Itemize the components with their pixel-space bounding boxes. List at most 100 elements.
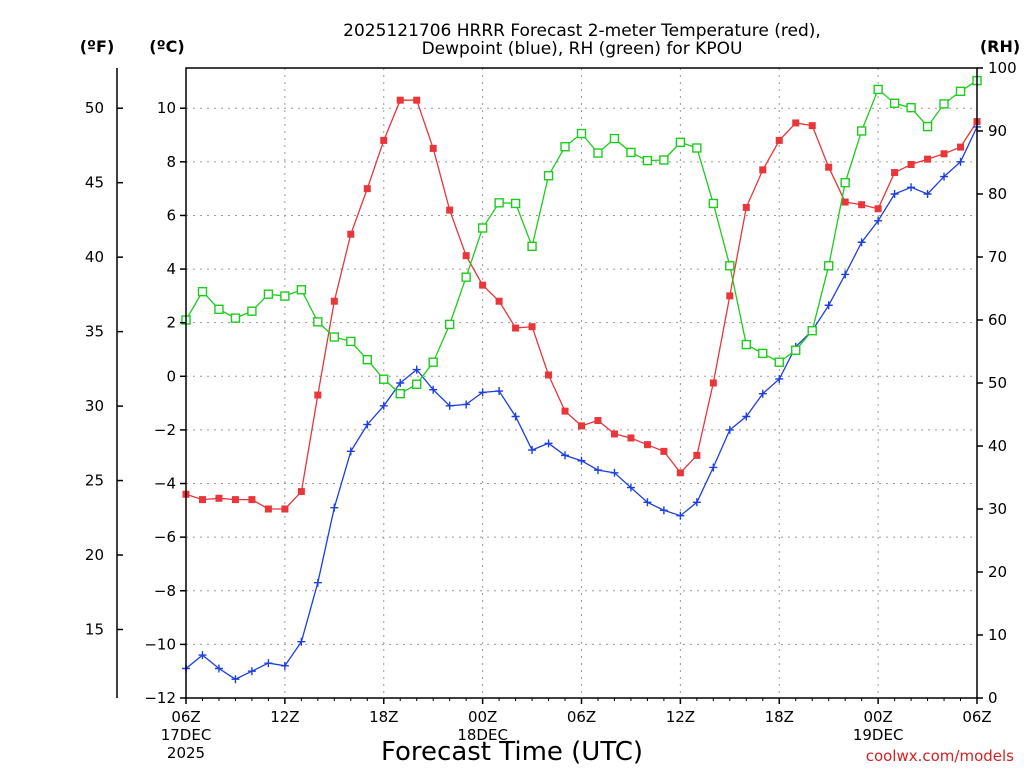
- dewpoint-point: [561, 451, 570, 460]
- fahrenheit-tick-label: 20: [85, 546, 104, 564]
- rh-point: [922, 121, 933, 132]
- rh-point: [263, 289, 274, 299]
- temperature-point: [841, 198, 849, 206]
- temperature-series: [182, 96, 981, 513]
- rh-point: [774, 357, 784, 367]
- x-axis-title: Forecast Time (UTC): [381, 737, 643, 767]
- temperature-point: [940, 150, 948, 158]
- temperature-point: [380, 136, 388, 144]
- rh-point: [428, 357, 438, 367]
- fahrenheit-tick-label: 50: [85, 99, 104, 117]
- rh-point: [906, 102, 916, 113]
- dewpoint-point: [923, 190, 932, 198]
- rh-point: [791, 345, 801, 355]
- x-date-label: 19DEC: [853, 726, 904, 744]
- rh-point: [840, 177, 850, 188]
- dewpoint-point: [264, 659, 273, 668]
- rh-point: [725, 261, 735, 271]
- chart-title-line1: 2025121706 HRRR Forecast 2-meter Tempera…: [343, 21, 821, 41]
- fahrenheit-tick-label: 40: [85, 248, 104, 266]
- rh-point: [593, 148, 603, 158]
- credit-text: coolwx.com/models: [866, 747, 1014, 765]
- temperature-point: [759, 166, 767, 174]
- rh-point: [494, 198, 504, 208]
- dewpoint-point: [643, 498, 652, 507]
- temperature-point: [907, 161, 915, 169]
- x-date-label: 17DEC: [161, 726, 212, 744]
- fahrenheit-tick-label: 30: [85, 397, 104, 415]
- rh-point: [510, 198, 521, 209]
- temperature-point: [512, 324, 520, 332]
- rh-tick-label: 50: [988, 374, 1007, 392]
- rh-tick-label: 20: [988, 563, 1007, 581]
- celsius-tick-label: 6: [166, 206, 176, 224]
- dewpoint-point: [758, 389, 767, 398]
- rh-tick-label: 80: [988, 185, 1007, 203]
- rh-point: [444, 319, 455, 330]
- x-tick-label: 06Z: [962, 708, 991, 726]
- dewpoint-point: [297, 637, 306, 646]
- dewpoint-point: [396, 379, 405, 387]
- celsius-tick-label: −6: [154, 528, 176, 546]
- dewpoint-point: [775, 374, 784, 383]
- x-tick-label: 12Z: [270, 708, 299, 726]
- dewpoint-point: [725, 425, 734, 434]
- rh-point: [346, 336, 356, 347]
- dewpoint-point: [676, 511, 685, 520]
- rh-point: [477, 223, 488, 233]
- fahrenheit-tick-label: 15: [85, 620, 104, 638]
- dewpoint-point: [429, 385, 438, 394]
- dewpoint-point: [495, 387, 504, 396]
- temperature-point: [676, 469, 684, 477]
- temperature-point: [215, 494, 223, 502]
- x-tick-label: 06Z: [567, 708, 596, 726]
- rh-tick-label: 60: [988, 311, 1007, 329]
- rh-point: [362, 354, 372, 365]
- dewpoint-point: [313, 578, 322, 587]
- rh-tick-label: 30: [988, 500, 1007, 518]
- rh-tick-label: 100: [988, 59, 1017, 77]
- rh-point: [692, 143, 702, 153]
- rh-point: [230, 313, 241, 323]
- rh-point: [560, 142, 570, 152]
- temperature-point: [610, 430, 618, 438]
- temperature-point: [446, 206, 454, 214]
- temperature-point: [808, 122, 816, 130]
- temperature-point: [578, 422, 585, 430]
- celsius-tick-label: 8: [166, 153, 176, 171]
- celsius-unit-label: (ºC): [149, 37, 184, 56]
- x-tick-label: 18Z: [369, 708, 398, 726]
- fahrenheit-unit-label: (ºF): [80, 37, 115, 56]
- rh-point: [741, 339, 751, 350]
- chart-title-line2: Dewpoint (blue), RH (green) for KPOU: [422, 39, 743, 59]
- rh-series: [181, 75, 982, 399]
- rh-point: [758, 348, 768, 359]
- gridlines: [186, 68, 977, 698]
- x-date-label: 18DEC: [457, 726, 508, 744]
- dewpoint-point: [659, 506, 668, 515]
- dewpoint-point: [544, 439, 553, 448]
- temperature-point: [726, 292, 734, 300]
- celsius-tick-label: −12: [144, 689, 176, 707]
- celsius-tick-label: 10: [157, 99, 176, 117]
- temperature-point: [693, 451, 701, 459]
- celsius-tick-label: 2: [166, 314, 176, 332]
- rh-point: [461, 272, 471, 282]
- dewpoint-point: [511, 412, 520, 421]
- rh-point: [708, 198, 719, 209]
- dewpoint-point: [692, 498, 701, 507]
- dewpoint-point: [874, 216, 883, 225]
- temperature-point: [462, 252, 470, 260]
- dewpoint-point: [890, 190, 899, 198]
- temperature-point: [627, 434, 635, 442]
- temperature-point: [528, 323, 536, 331]
- x-tick-label: 00Z: [468, 708, 497, 726]
- temperature-point: [396, 96, 404, 104]
- rh-point: [412, 379, 422, 389]
- rh-point: [247, 306, 257, 316]
- dewpoint-point: [198, 651, 207, 660]
- rh-point: [675, 137, 686, 148]
- rh-point: [379, 374, 389, 384]
- temperature-point: [709, 379, 717, 387]
- dewpoint-point: [528, 446, 537, 455]
